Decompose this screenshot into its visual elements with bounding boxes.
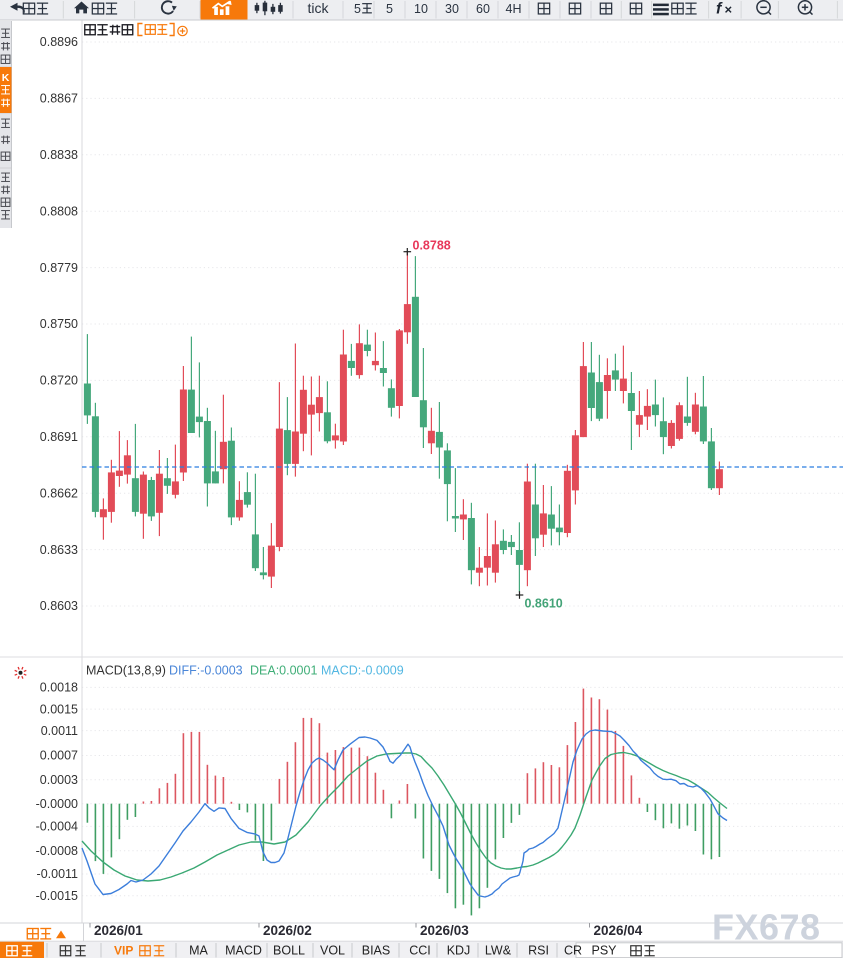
svg-text:-0.0000: -0.0000 bbox=[36, 797, 78, 811]
svg-text:5: 5 bbox=[386, 2, 393, 16]
svg-text:tick: tick bbox=[308, 0, 330, 16]
svg-text:0.0018: 0.0018 bbox=[40, 681, 78, 695]
svg-text:-0.0015: -0.0015 bbox=[36, 889, 78, 903]
svg-text:0.8633: 0.8633 bbox=[40, 543, 78, 557]
svg-text:0.8896: 0.8896 bbox=[40, 35, 78, 49]
svg-text:0.0003: 0.0003 bbox=[40, 773, 78, 787]
svg-text:DIFF:-0.0003: DIFF:-0.0003 bbox=[169, 664, 243, 678]
svg-text:0.8610: 0.8610 bbox=[525, 597, 563, 611]
svg-text:PSY: PSY bbox=[591, 944, 617, 958]
svg-text:0.8867: 0.8867 bbox=[40, 92, 78, 106]
svg-text:CCI: CCI bbox=[409, 944, 431, 958]
svg-text:0.0011: 0.0011 bbox=[41, 724, 78, 738]
svg-text:2026/02: 2026/02 bbox=[263, 923, 312, 938]
svg-text:0.8788: 0.8788 bbox=[413, 239, 451, 253]
svg-text:5: 5 bbox=[354, 2, 361, 16]
svg-text:10: 10 bbox=[414, 2, 428, 16]
svg-text:0.8779: 0.8779 bbox=[40, 261, 78, 275]
svg-text:-0.0004: -0.0004 bbox=[36, 820, 78, 834]
svg-text:-0.0011: -0.0011 bbox=[37, 867, 79, 881]
svg-text:4H: 4H bbox=[506, 2, 522, 16]
svg-text:0.8838: 0.8838 bbox=[40, 148, 78, 162]
svg-text:30: 30 bbox=[445, 2, 459, 16]
svg-text:MACD: MACD bbox=[225, 944, 262, 958]
svg-text:RSI: RSI bbox=[528, 944, 549, 958]
svg-text:f: f bbox=[716, 1, 723, 18]
svg-text:BIAS: BIAS bbox=[362, 944, 391, 958]
svg-text:2026/01: 2026/01 bbox=[94, 923, 143, 938]
svg-text:×: × bbox=[725, 2, 733, 17]
svg-text:0.0015: 0.0015 bbox=[40, 702, 78, 716]
svg-text:VIP: VIP bbox=[114, 944, 133, 958]
svg-text:KDJ: KDJ bbox=[447, 944, 471, 958]
svg-text:-0.0008: -0.0008 bbox=[36, 844, 78, 858]
svg-text:0.0007: 0.0007 bbox=[40, 749, 78, 763]
svg-text:2026/03: 2026/03 bbox=[420, 923, 469, 938]
svg-text:VOL: VOL bbox=[320, 944, 345, 958]
svg-text:K: K bbox=[2, 72, 10, 84]
svg-text:0.8750: 0.8750 bbox=[40, 317, 78, 331]
svg-text:FX678: FX678 bbox=[712, 907, 821, 948]
svg-text:60: 60 bbox=[476, 2, 490, 16]
svg-text:0.8808: 0.8808 bbox=[40, 204, 78, 218]
svg-text:LW&: LW& bbox=[485, 944, 512, 958]
svg-text:0.8662: 0.8662 bbox=[40, 486, 78, 500]
svg-text:MA: MA bbox=[189, 944, 208, 958]
svg-text:0.8720: 0.8720 bbox=[40, 374, 78, 388]
svg-text:MACD(13,8,9): MACD(13,8,9) bbox=[86, 664, 166, 678]
svg-text:MACD:-0.0009: MACD:-0.0009 bbox=[321, 664, 404, 678]
svg-text:BOLL: BOLL bbox=[273, 944, 305, 958]
svg-text:DEA:0.0001: DEA:0.0001 bbox=[250, 664, 317, 678]
svg-text:0.8603: 0.8603 bbox=[40, 599, 78, 613]
svg-text:2026/04: 2026/04 bbox=[594, 923, 643, 938]
svg-text:CR: CR bbox=[564, 944, 582, 958]
svg-text:0.8691: 0.8691 bbox=[40, 430, 78, 444]
